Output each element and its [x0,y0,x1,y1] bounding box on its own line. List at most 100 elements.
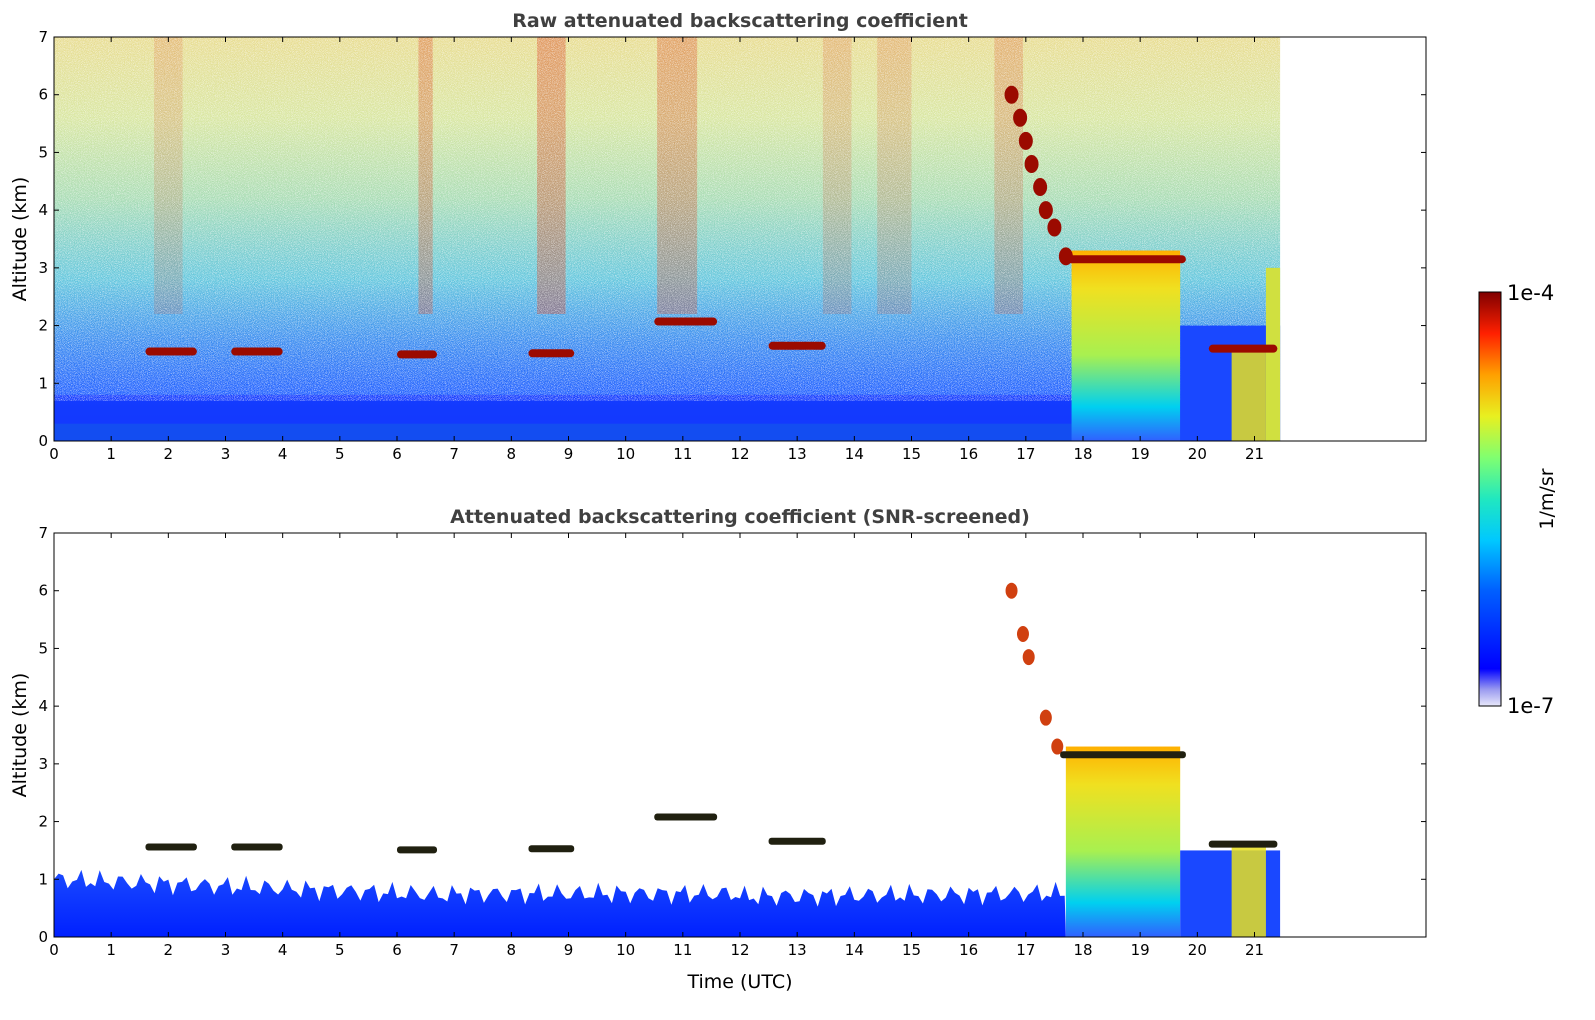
top-x-tick-label: 0 [49,445,59,463]
top-x-tick-label: 15 [902,445,921,463]
top-cirrus-patch [1024,154,1039,173]
top-cirrus-patch [1018,131,1033,150]
top-cloud-layer [528,349,575,358]
top-panel-title: Raw attenuated backscattering coefficien… [512,10,968,32]
top-x-tick-label: 13 [788,445,807,463]
screened-backscatter-panel: Attenuated backscattering coefficient (S… [9,506,1427,993]
bottom-x-tick-label: 3 [221,941,231,959]
top-x-tick-label: 9 [564,445,574,463]
top-x-tick-label: 14 [845,445,864,463]
top-x-tick-label: 17 [1016,445,1035,463]
colorbar: 1e-4 1e-7 1/m/sr [1478,281,1558,718]
top-y-tick-label: 2 [38,317,48,335]
colorbar-unit-label: 1/m/sr [1536,468,1558,529]
bottom-x-tick-label: 0 [49,941,59,959]
bottom-cirrus-patch [1039,709,1052,726]
top-cirrus-patch [1033,178,1048,197]
bottom-thick-cloud [1065,746,1181,937]
colorbar-gradient [1478,291,1502,707]
top-cloud-layer [145,347,197,356]
top-cloud-layer [231,347,283,356]
bottom-cirrus-patch [1051,738,1064,755]
bottom-x-tick-label: 1 [106,941,116,959]
top-x-tick-label: 16 [959,445,978,463]
bottom-x-tick-label: 12 [730,941,749,959]
bottom-x-tick-label: 13 [788,941,807,959]
top-y-tick-label: 4 [38,201,48,219]
bottom-x-tick-label: 4 [278,941,288,959]
bottom-cirrus-patch [1016,626,1029,642]
top-cloud-layer [1208,344,1278,353]
bottom-y-tick-label: 1 [38,870,48,888]
top-y-tick-label: 3 [38,259,48,277]
bottom-x-tick-label: 20 [1188,941,1207,959]
bottom-cloud-layer [145,843,197,851]
bottom-cloud-layer [1060,751,1186,759]
top-x-tick-label: 8 [507,445,517,463]
bottom-x-tick-label: 14 [845,941,864,959]
top-cirrus-patch [1013,108,1028,127]
bottom-x-tick-label: 9 [564,941,574,959]
top-x-tick-label: 20 [1188,445,1207,463]
top-late-cloud-edge [1265,267,1281,441]
top-x-tick-label: 5 [335,445,345,463]
bottom-boundary-layer [54,869,1066,937]
top-y-tick-label: 6 [38,86,48,104]
bottom-cloud-layer [768,837,826,845]
top-surface-layer [54,423,1072,441]
top-cirrus-patch [1038,201,1053,220]
bottom-y-tick-label: 5 [38,639,48,657]
top-x-tick-label: 6 [392,445,402,463]
top-x-tick-label: 19 [1131,445,1150,463]
top-cloud-layer [768,341,826,350]
bottom-x-tick-label: 17 [1016,941,1035,959]
bottom-cirrus-patch [1005,582,1018,599]
top-x-tick-label: 4 [278,445,288,463]
bottom-x-tick-label: 11 [673,941,692,959]
bottom-y-tick-label: 7 [38,524,48,542]
bottom-cloud-layer [231,843,283,851]
top-x-tick-label: 12 [730,445,749,463]
top-y-tick-label: 0 [38,432,48,450]
bottom-x-tick-label: 16 [959,941,978,959]
top-thick-cloud [1071,250,1181,441]
bottom-y-tick-label: 4 [38,697,48,715]
top-cloud-layer [654,317,718,326]
bottom-y-tick-label: 0 [38,928,48,946]
top-x-tick-label: 10 [616,445,635,463]
bottom-x-tick-label: 18 [1073,941,1092,959]
bottom-x-tick-label: 15 [902,941,921,959]
top-y-tick-label: 1 [38,374,48,392]
bottom-cloud-layer [654,813,718,821]
top-x-tick-label: 18 [1073,445,1092,463]
top-y-tick-label: 5 [38,143,48,161]
bottom-x-tick-label: 5 [335,941,345,959]
bottom-x-tick-label: 21 [1245,941,1264,959]
top-x-tick-label: 7 [449,445,459,463]
bottom-y-axis-label: Altitude (km) [9,673,31,798]
bottom-y-tick-label: 2 [38,813,48,831]
bottom-y-tick-label: 6 [38,582,48,600]
bottom-y-tick-label: 3 [38,755,48,773]
bottom-x-tick-label: 10 [616,941,635,959]
top-x-tick-label: 11 [673,445,692,463]
top-cloud-layer [397,350,438,359]
bottom-x-tick-label: 8 [507,941,517,959]
x-axis-label: Time (UTC) [686,971,792,993]
top-x-tick-label: 2 [164,445,174,463]
top-x-tick-label: 1 [106,445,116,463]
bottom-panel-title: Attenuated backscattering coefficient (S… [450,506,1030,528]
bottom-late-cloud-column [1231,844,1266,937]
bottom-cloud-layer [528,845,575,853]
top-cirrus-patch [1047,218,1062,237]
bottom-cloud-layer [397,846,438,854]
bottom-x-tick-label: 7 [449,941,459,959]
top-cloud-layer [1060,255,1186,264]
bottom-cloud-layer [1208,840,1278,848]
bottom-x-tick-label: 6 [392,941,402,959]
top-late-cloud-column [1231,348,1266,441]
top-x-tick-label: 21 [1245,445,1264,463]
top-x-tick-label: 3 [221,445,231,463]
top-y-axis-label: Altitude (km) [9,177,31,302]
